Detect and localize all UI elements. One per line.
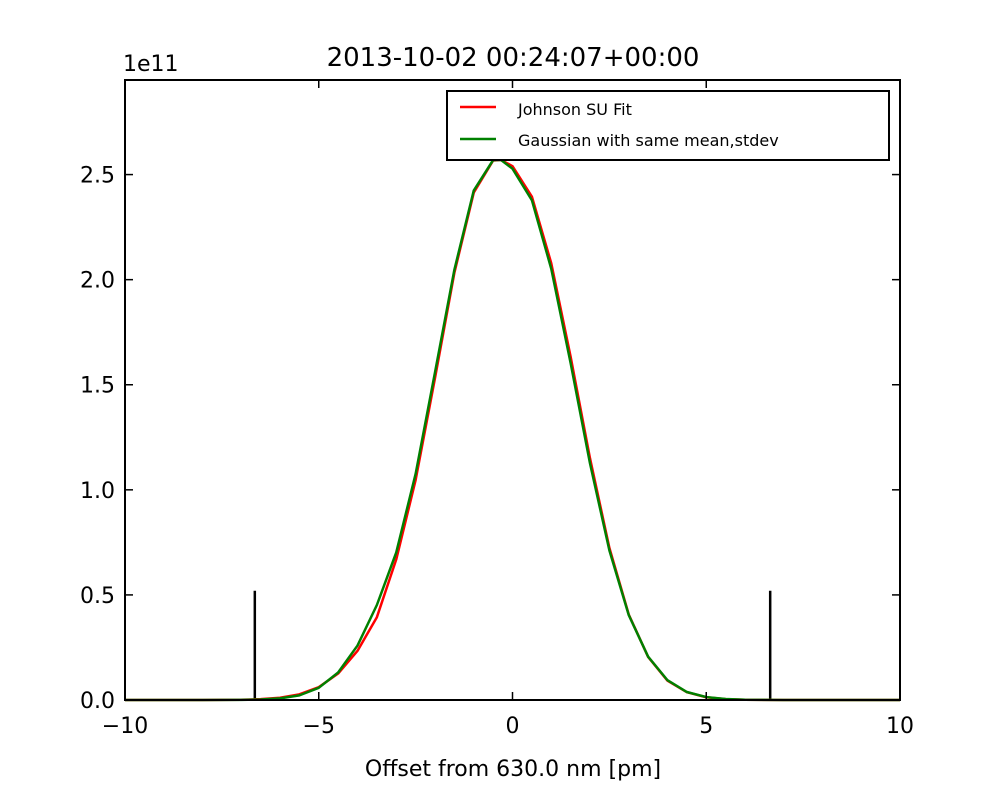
legend-label-gaussian: Gaussian with same mean,stdev — [518, 131, 779, 150]
legend-label-johnson-su: Johnson SU Fit — [517, 100, 632, 119]
x-tick-label: 5 — [699, 714, 713, 739]
y-tick-label: 0.0 — [80, 689, 115, 714]
x-tick-label: 0 — [506, 714, 520, 739]
y-tick-label: 1.0 — [80, 479, 115, 504]
x-tick-label: −5 — [303, 714, 335, 739]
y-tick-label: 0.5 — [80, 584, 115, 609]
y-tick-label: 2.5 — [80, 164, 115, 189]
legend: Johnson SU Fit Gaussian with same mean,s… — [446, 90, 890, 161]
plot-frame — [124, 79, 901, 701]
axis-ticks: −10 −5 0 5 10 0.0 0.5 1.0 1.5 2.0 2.5 — [80, 80, 914, 739]
chart-title: 2013-10-02 00:24:07+00:00 — [327, 43, 700, 73]
x-tick-label: 10 — [886, 714, 914, 739]
y-offset-label: 1e11 — [123, 52, 179, 77]
x-axis-label: Offset from 630.0 nm [pm] — [365, 757, 661, 782]
series-line-johnson-su — [125, 158, 900, 702]
x-tick-label: −10 — [102, 714, 148, 739]
series-line-gaussian — [125, 158, 900, 702]
y-tick-label: 1.5 — [80, 374, 115, 399]
plot-area — [125, 158, 900, 702]
y-tick-label: 2.0 — [80, 269, 115, 294]
legend-box — [446, 90, 890, 161]
